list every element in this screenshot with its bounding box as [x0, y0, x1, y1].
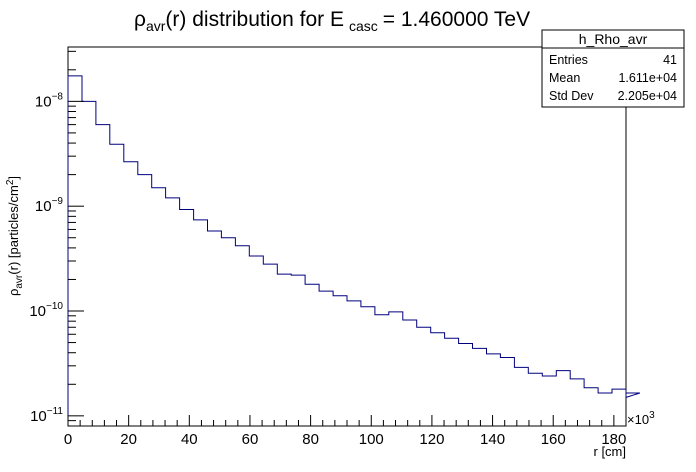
- stats-mean-value: 1.611e+04: [618, 71, 677, 85]
- x-tick-label: 180: [601, 431, 626, 448]
- title-middle: (r) distribution for E: [165, 8, 344, 31]
- stats-stddev-label: Std Dev: [549, 89, 594, 103]
- y-tick-label: 10−8: [35, 91, 64, 110]
- histogram-line: [67, 75, 641, 426]
- y-label-middle: (r) [particles/cm: [6, 185, 21, 275]
- x-tick-label: 100: [359, 431, 384, 448]
- x-axis-multiplier: ×103: [627, 410, 655, 427]
- y-tick-label: 10−9: [35, 196, 64, 215]
- stats-box-title: h_Rho_avr: [579, 31, 648, 47]
- stats-entries-value: 41: [663, 53, 677, 67]
- stats-mean-label: Mean: [549, 71, 580, 85]
- x-tick-label: 160: [541, 431, 566, 448]
- y-label-end: ]: [6, 176, 21, 180]
- x-tick-label: 140: [480, 431, 505, 448]
- x-tick-label: 20: [120, 431, 137, 448]
- y-axis-ticks: 10−8 10−9 10−10 10−11: [29, 50, 84, 427]
- title-e-subscript: casc: [349, 18, 378, 34]
- title-rho-subscript: avr: [146, 18, 166, 34]
- y-label-rho-subscript: avr: [14, 274, 25, 289]
- x-tick-label: 0: [64, 431, 72, 448]
- x-tick-label: 40: [181, 431, 198, 448]
- stats-box: h_Rho_avr Entries 41 Mean 1.611e+04 Std …: [541, 29, 685, 108]
- y-tick-label: 10−11: [30, 406, 63, 425]
- y-tick-label: 10−10: [29, 301, 63, 320]
- x-axis-label: r [cm]: [594, 444, 627, 459]
- x-tick-label: 60: [242, 431, 259, 448]
- title-rho: ρ: [134, 8, 146, 31]
- x-tick-label: 80: [302, 431, 319, 448]
- y-label-rho: ρ: [6, 289, 21, 296]
- stats-entries-label: Entries: [549, 53, 588, 67]
- stats-box-frame: [541, 29, 685, 108]
- x-axis-ticks: 0 20 40 60 80 100 120 140 160 180: [64, 415, 627, 448]
- stats-stddev-value: 2.205e+04: [618, 89, 677, 103]
- y-label-superscript: 2: [5, 179, 16, 185]
- x-tick-label: 120: [419, 431, 444, 448]
- title-tail: = 1.460000 TeV: [383, 8, 530, 31]
- y-axis-label: ρavr(r) [particles/cm2]: [5, 176, 25, 296]
- chart-title: ρavr(r) distribution for E casc = 1.460000…: [134, 8, 530, 34]
